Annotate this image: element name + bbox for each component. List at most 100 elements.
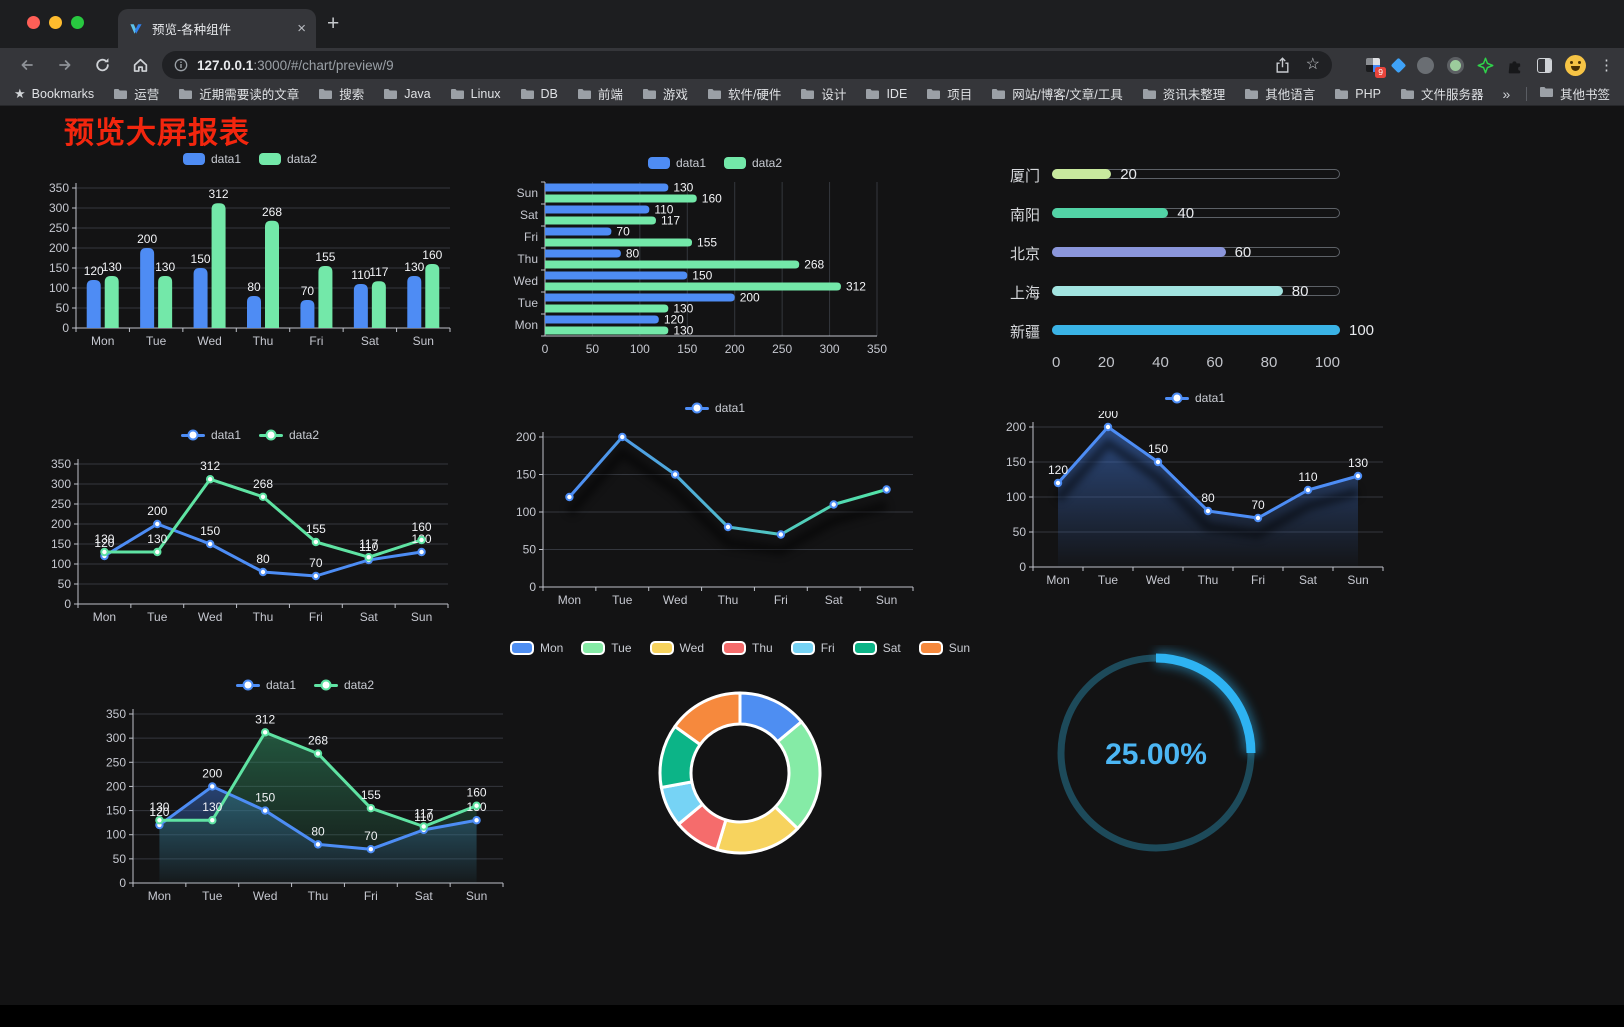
svg-text:Fri: Fri — [524, 230, 538, 244]
legend-item-data1[interactable]: data1 — [235, 678, 296, 692]
legend-item-data1[interactable]: data1 — [684, 401, 745, 415]
url-bar[interactable]: 127.0.0.1:3000/#/chart/preview/9 ☆ — [162, 51, 1332, 79]
svg-text:120: 120 — [84, 264, 104, 278]
legend-item-data1[interactable]: data1 — [182, 152, 241, 166]
progress-row-厦门: 厦门 20 — [1000, 165, 1395, 185]
legend-item-Fri[interactable]: Fri — [790, 641, 835, 655]
minimize-window-button[interactable] — [49, 16, 62, 29]
page-title: 预览大屏报表 — [64, 117, 250, 150]
bookmark-folder[interactable]: 其他语言 — [1244, 84, 1315, 103]
svg-text:120: 120 — [1048, 463, 1068, 477]
extension-green-disc-icon[interactable] — [1447, 56, 1464, 74]
legend-item-Sat[interactable]: Sat — [852, 641, 901, 655]
extension-disc-icon[interactable] — [1417, 56, 1434, 74]
site-info-icon[interactable] — [174, 58, 188, 72]
bookmark-folder[interactable]: 搜索 — [318, 84, 364, 103]
svg-text:268: 268 — [253, 477, 273, 491]
chart-line-gradient[interactable]: data1 0 50 100 150 200 Mon Tue Wed Thu Fri Sat Sun — [505, 395, 925, 617]
bookmarks-label: Bookmarks — [31, 86, 95, 101]
legend-item-Sun[interactable]: Sun — [918, 641, 970, 655]
browser-toolbar: 127.0.0.1:3000/#/chart/preview/9 ☆ 9 ⋮ — [0, 48, 1624, 82]
other-bookmarks-folder[interactable]: 其他书签 — [1539, 84, 1610, 103]
svg-text:160: 160 — [422, 248, 442, 262]
svg-text:Fri: Fri — [774, 593, 788, 607]
bookmark-folder[interactable]: Java — [383, 87, 431, 101]
svg-text:200: 200 — [202, 766, 222, 780]
svg-text:200: 200 — [1098, 411, 1118, 421]
reload-button[interactable] — [94, 57, 111, 74]
legend-item-data2[interactable]: data2 — [724, 156, 782, 170]
chart-legend: data1 data2 — [40, 146, 460, 172]
svg-text:150: 150 — [191, 252, 211, 266]
bookmark-folder[interactable]: 运营 — [113, 84, 159, 103]
share-icon[interactable] — [1275, 56, 1290, 74]
bookmark-folder[interactable]: 前端 — [577, 84, 623, 103]
chart-progress-bars[interactable]: 厦门 20 南阳 40 北京 60 上海 80 新疆 100 0 20 40 60 80 100 — [1000, 158, 1395, 383]
svg-text:120: 120 — [664, 313, 684, 327]
legend-label: data1 — [210, 152, 241, 166]
bookmark-folder[interactable]: Linux — [450, 87, 501, 101]
legend-label: Mon — [539, 641, 564, 655]
extension-gem-icon[interactable] — [1390, 57, 1407, 73]
legend-item-data2[interactable]: data2 — [259, 428, 319, 442]
chart-line-basic[interactable]: data1 data2 0 50 100 150 200 250 300 350 Mon Tue Wed… — [40, 422, 460, 634]
home-button[interactable] — [132, 57, 149, 74]
legend-item-data1[interactable]: data1 — [647, 156, 706, 170]
forward-button[interactable] — [56, 57, 74, 73]
legend-item-Mon[interactable]: Mon — [509, 641, 564, 655]
bookmark-folder-label: IDE — [886, 86, 908, 101]
bookmark-folder[interactable]: 文件服务器 — [1400, 84, 1483, 103]
bookmark-folder[interactable]: DB — [520, 87, 558, 101]
bookmark-folder[interactable]: 项目 — [926, 84, 972, 103]
svg-text:150: 150 — [51, 537, 71, 551]
svg-text:100: 100 — [49, 281, 69, 295]
bookmark-folder[interactable]: 网站/博客/文章/工具 — [991, 84, 1123, 103]
legend-item-Thu[interactable]: Thu — [722, 641, 773, 655]
new-tab-button[interactable]: + — [327, 12, 340, 35]
legend-item-data2[interactable]: data2 — [314, 678, 374, 692]
bookmark-folder[interactable]: PHP — [1334, 87, 1381, 101]
extension-pixel-icon[interactable]: 9 — [1366, 58, 1386, 78]
chart-line-area[interactable]: data1 0 50 100 150 200 Mon Tue Wed Thu Fri Sat Sun 12… — [995, 385, 1395, 597]
bookmark-folder[interactable]: 资讯未整理 — [1142, 84, 1225, 103]
extension-star-icon[interactable] — [1477, 57, 1494, 74]
legend-item-data1[interactable]: data1 — [180, 428, 241, 442]
browser-tab[interactable]: 预览-各种组件 × — [118, 9, 316, 48]
bookmarks-overflow-chevron[interactable]: » — [1502, 85, 1511, 102]
reading-list-icon[interactable] — [1537, 57, 1552, 73]
menu-kebab-icon[interactable]: ⋮ — [1599, 57, 1614, 74]
chart-legend: data1 data2 — [95, 672, 515, 698]
extensions-puzzle-icon[interactable] — [1507, 57, 1524, 74]
svg-text:0: 0 — [542, 342, 549, 356]
chart-grouped-bar[interactable]: data1 data2 0 50 100 150 200 250 300 350 Mon Tue Wed… — [40, 146, 460, 358]
legend-item-Wed[interactable]: Wed — [649, 641, 704, 655]
progress-track: 80 — [1052, 283, 1340, 300]
progress-row-上海: 上海 80 — [1000, 282, 1395, 302]
svg-text:Wed: Wed — [663, 593, 687, 607]
chart-gauge[interactable]: 25.00% — [1040, 645, 1275, 865]
svg-text:Sun: Sun — [517, 186, 538, 200]
bookmark-folder[interactable]: 设计 — [800, 84, 846, 103]
progress-label: 南阳 — [1010, 207, 1041, 224]
bookmark-folder[interactable]: 近期需要读的文章 — [178, 84, 299, 103]
legend-item-data2[interactable]: data2 — [259, 152, 317, 166]
close-window-button[interactable] — [27, 16, 40, 29]
chart-donut[interactable]: Mon Tue Wed Thu Fri Sat Sun — [509, 635, 970, 890]
bookmark-folder-label: 前端 — [597, 88, 623, 102]
bookmark-star-icon[interactable]: ☆ — [1305, 56, 1320, 73]
bookmarks-root-item[interactable]: ★ Bookmarks — [14, 86, 94, 102]
bookmark-folder[interactable]: IDE — [865, 87, 907, 101]
legend-item-Tue[interactable]: Tue — [581, 641, 632, 655]
bookmark-folder[interactable]: 软件/硬件 — [707, 84, 781, 103]
zoom-window-button[interactable] — [71, 16, 84, 29]
bookmarks-bar: ★ Bookmarks 运营 近期需要读的文章 搜索 Java Linux DB 前端 游戏 软… — [0, 82, 1624, 106]
profile-avatar[interactable] — [1565, 54, 1586, 76]
svg-text:80: 80 — [311, 824, 325, 838]
tab-close-icon[interactable]: × — [297, 20, 306, 37]
legend-item-data1[interactable]: data1 — [1164, 391, 1225, 405]
bookmark-folder[interactable]: 游戏 — [642, 84, 688, 103]
svg-text:350: 350 — [49, 181, 69, 195]
chart-line-area-dual[interactable]: data1 data2 0 50 100 150 200 250 300 350 Mon Tue Wed… — [95, 672, 515, 917]
chart-horizontal-bar[interactable]: data1 data2 0 50 100 150 200 250 300 350 Sun 130 160… — [505, 150, 925, 362]
back-button[interactable] — [18, 57, 36, 73]
